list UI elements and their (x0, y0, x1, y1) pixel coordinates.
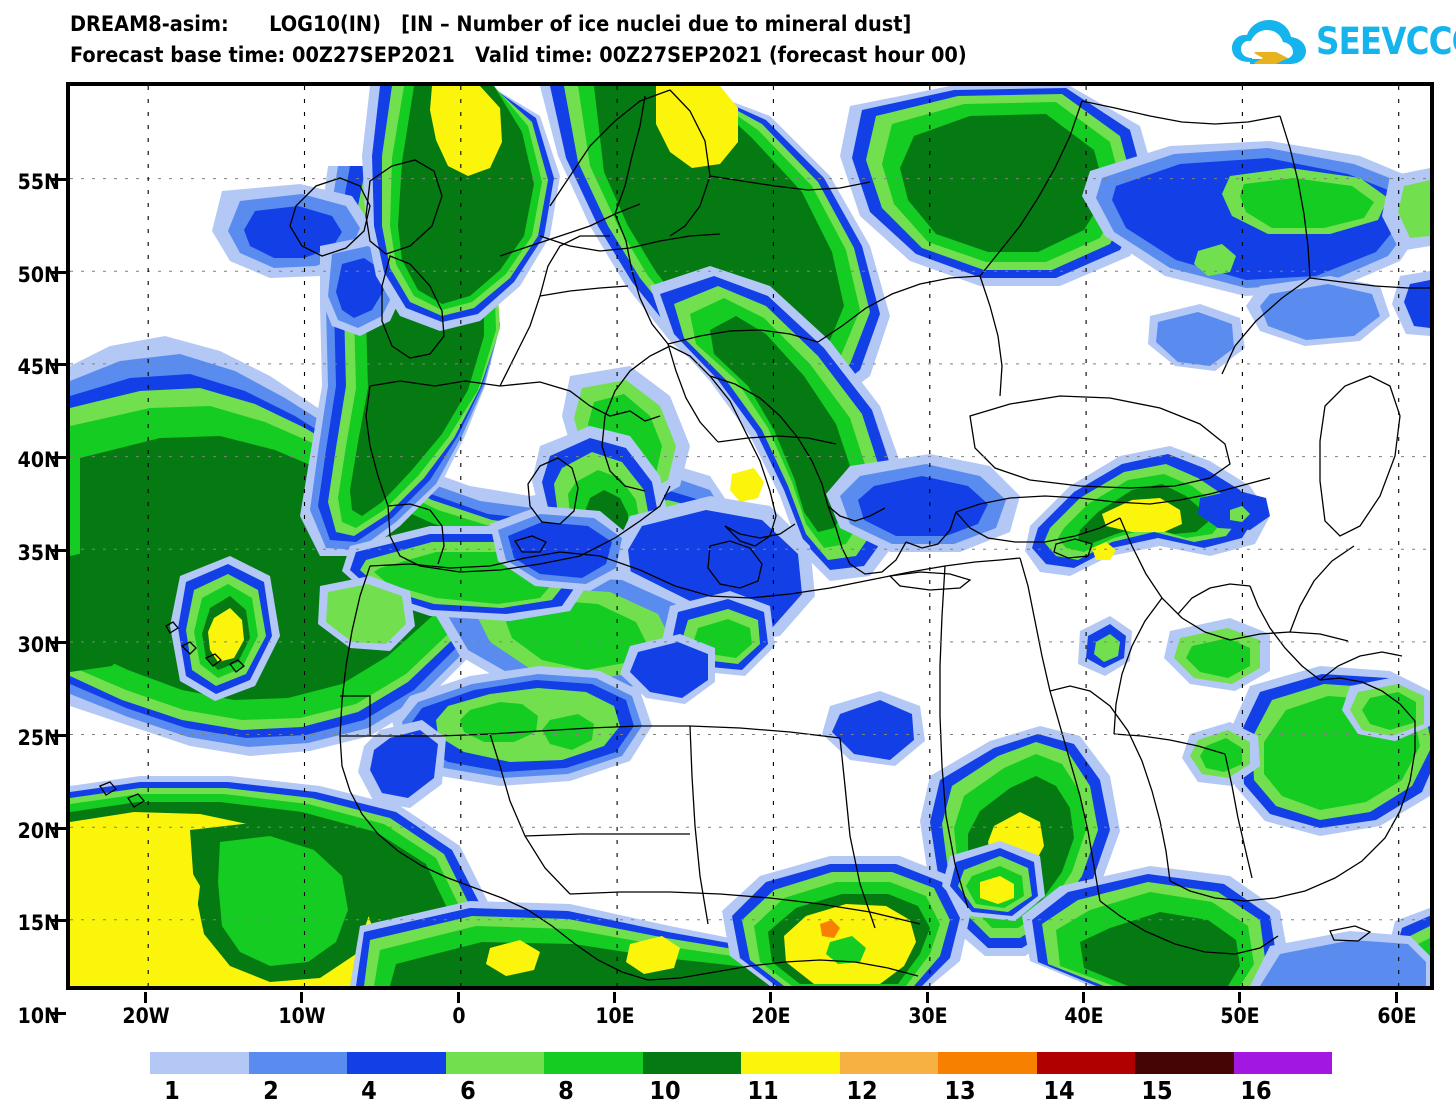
seevccc-logo: SEEVCCC (1230, 16, 1456, 74)
ytick-label-50n: 50N (17, 263, 60, 287)
contour-band-algerian-coast (490, 506, 630, 591)
ytick-label-45n: 45N (17, 355, 60, 379)
contour-band-sahara-central (358, 666, 652, 808)
contour-band-british-isles (212, 184, 406, 336)
contour-band-chad-sudan (722, 856, 970, 986)
colorbar-swatch-maroon[interactable] (1135, 1052, 1234, 1074)
colorbar-swatch-violet[interactable] (1233, 1052, 1332, 1074)
colorbar-swatch-light-orange[interactable] (839, 1052, 938, 1074)
xtick-mark (300, 992, 303, 1003)
xtick-label-30e: 30E (908, 1004, 948, 1028)
chart-header: DREAM8-asim: LOG10(IN) [IN – Number of i… (0, 0, 1456, 82)
ytick-mark (52, 549, 66, 552)
xtick-label-40e: 40E (1064, 1004, 1104, 1028)
colorbar-tick-16: 16 (1239, 1076, 1272, 1105)
dust-concentration-plot (70, 86, 1430, 986)
xtick-label-20e: 20E (751, 1004, 791, 1028)
xtick-label-10w: 10W (278, 1004, 326, 1028)
colorbar-swatch-orange[interactable] (938, 1052, 1037, 1074)
colorbar-tick-13: 13 (944, 1076, 976, 1105)
graticule (70, 178, 1430, 921)
ytick-mark (52, 734, 66, 737)
ytick-label-35n: 35N (17, 541, 60, 565)
colorbar-tick-8: 8 (558, 1076, 574, 1105)
contour-band-volga (1082, 141, 1430, 346)
ytick-label-40n: 40N (17, 448, 60, 472)
colorbar-tick-1: 1 (164, 1076, 180, 1105)
xtick-mark (769, 992, 772, 1003)
colorbar-swatch-light-green[interactable] (445, 1052, 544, 1074)
xtick-label-60e: 60E (1377, 1004, 1417, 1028)
ytick-mark (52, 178, 66, 181)
xtick-mark (1395, 992, 1398, 1003)
ytick-mark (52, 456, 66, 459)
forecast-map[interactable] (66, 82, 1434, 990)
xtick-mark (613, 992, 616, 1003)
colorbar-labels: 1 2 4 6 8 10 11 12 13 14 15 16 (0, 1076, 1456, 1110)
ytick-mark (52, 271, 66, 274)
logo-text: SEEVCCC (1316, 20, 1456, 63)
ytick-mark (52, 919, 66, 922)
contour-band-canary (70, 546, 280, 701)
latitude-axis: 55N 50N 45N 40N 35N 30N 25N 20N 15N 10N (0, 82, 66, 1028)
ytick-label-10n: 10N (17, 1004, 60, 1028)
colorbar-swatch-green[interactable] (544, 1052, 643, 1074)
colorbar-swatch-dark-red[interactable] (1036, 1052, 1135, 1074)
colorbar-tick-2: 2 (262, 1076, 279, 1105)
xtick-mark (926, 992, 929, 1003)
contour-band-scattered (620, 304, 1430, 766)
contour-band-northern-europe (362, 86, 560, 331)
xtick-mark (457, 992, 460, 1003)
colorbar-swatch-dark-green[interactable] (642, 1052, 741, 1074)
header-time-line: Forecast base time: 00Z27SEP2021 Valid t… (70, 43, 967, 67)
longitude-axis: 20W 10W 0 10E 20E 30E 40E 50E 60E (66, 992, 1434, 1028)
ytick-label-25n: 25N (17, 726, 60, 750)
ytick-mark (52, 827, 66, 830)
ytick-mark (52, 363, 66, 366)
colorbar-tick-14: 14 (1042, 1076, 1075, 1105)
contour-band-caspian-east (1382, 168, 1430, 336)
colorbar-tick-4: 4 (361, 1076, 377, 1105)
contour-band-south-atlantic (1250, 931, 1430, 986)
xtick-label-20w: 20W (122, 1004, 170, 1028)
contour-band-horn-africa (1022, 866, 1290, 986)
colorbar[interactable] (150, 1052, 1332, 1074)
ytick-label-20n: 20N (17, 819, 60, 843)
contour-band-sahel-spots (942, 841, 1045, 921)
colorbar-swatch-pale-blue[interactable] (150, 1052, 249, 1074)
xtick-label-0: 0 (452, 1004, 466, 1028)
xtick-label-50e: 50E (1220, 1004, 1260, 1028)
contour-band-aegean (826, 454, 1020, 552)
xtick-mark (144, 992, 147, 1003)
colorbar-swatch-medium-blue[interactable] (248, 1052, 347, 1074)
colorbar-swatch-strong-blue[interactable] (347, 1052, 446, 1074)
colorbar-tick-15: 15 (1141, 1076, 1173, 1105)
header-title-line: DREAM8-asim: LOG10(IN) [IN – Number of i… (70, 12, 912, 36)
xtick-mark (1238, 992, 1241, 1003)
colorbar-tick-6: 6 (459, 1076, 476, 1105)
colorbar-tick-12: 12 (845, 1076, 878, 1105)
colorbar-tick-11: 11 (747, 1076, 779, 1105)
ytick-label-55n: 55N (17, 170, 60, 194)
colorbar-tick-10: 10 (648, 1076, 681, 1105)
ytick-label-30n: 30N (17, 633, 60, 657)
ytick-mark (52, 641, 66, 644)
coastline-overlay (99, 89, 1430, 981)
ytick-label-15n: 15N (17, 911, 60, 935)
xtick-mark (1082, 992, 1085, 1003)
ytick-mark (52, 1012, 66, 1015)
xtick-label-10e: 10E (595, 1004, 635, 1028)
colorbar-swatch-yellow[interactable] (741, 1052, 840, 1074)
cloud-icon (1232, 20, 1306, 64)
